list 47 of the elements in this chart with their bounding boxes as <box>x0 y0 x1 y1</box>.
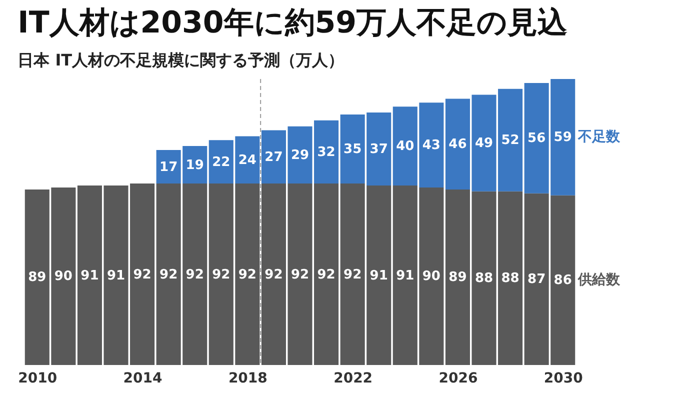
data-label: 92 <box>186 267 204 282</box>
data-label: 92 <box>290 267 310 282</box>
data-label: 92 <box>133 267 152 282</box>
data-label: 43 <box>422 138 440 154</box>
data-label: 49 <box>474 136 494 152</box>
data-label: 35 <box>344 142 362 158</box>
data-label: 92 <box>344 267 362 282</box>
data-label: 88 <box>501 271 520 286</box>
data-label: 91 <box>396 268 414 284</box>
data-label: 92 <box>212 267 230 282</box>
data-label: 90 <box>422 269 440 284</box>
data-label: 91 <box>370 268 388 284</box>
x-tick-label: 2026 <box>438 370 478 386</box>
x-tick-label: 2014 <box>123 370 163 386</box>
data-label: 24 <box>238 152 256 168</box>
data-label: 89 <box>448 270 467 286</box>
data-label: 89 <box>28 270 46 286</box>
x-tick-label: 2010 <box>18 370 58 386</box>
data-label: 29 <box>290 148 310 163</box>
data-label: 22 <box>212 154 230 170</box>
x-tick-label: 2018 <box>228 370 268 386</box>
x-tick-label: 2022 <box>334 370 373 386</box>
data-label: 40 <box>396 139 414 154</box>
chart-subtitle: 日本 IT人材の不足規模に関する予測（万人） <box>18 50 344 70</box>
data-label: 88 <box>474 271 494 286</box>
data-label: 32 <box>317 144 336 160</box>
data-label: 86 <box>554 273 572 288</box>
data-label: 52 <box>501 133 520 148</box>
data-label: 37 <box>370 142 388 158</box>
chart-title: IT人材は2030年に約59万人不足の見込 <box>18 6 568 40</box>
series-label: 不足数 <box>577 129 622 146</box>
data-label: 46 <box>448 137 467 152</box>
data-label: 91 <box>80 268 99 284</box>
data-label: 90 <box>54 269 72 284</box>
data-label: 56 <box>528 131 546 146</box>
series-label: 供給数 <box>577 272 622 288</box>
data-label: 92 <box>160 267 178 282</box>
data-label: 59 <box>554 130 572 146</box>
data-label: 19 <box>186 158 204 173</box>
data-label: 87 <box>528 272 546 288</box>
data-label: 27 <box>264 150 283 165</box>
x-tick-label: 2030 <box>544 370 584 386</box>
data-label: 92 <box>264 267 283 282</box>
data-label: 92 <box>238 267 256 282</box>
data-label: 91 <box>106 268 126 284</box>
data-label: 17 <box>160 160 178 175</box>
data-label: 92 <box>317 267 336 282</box>
